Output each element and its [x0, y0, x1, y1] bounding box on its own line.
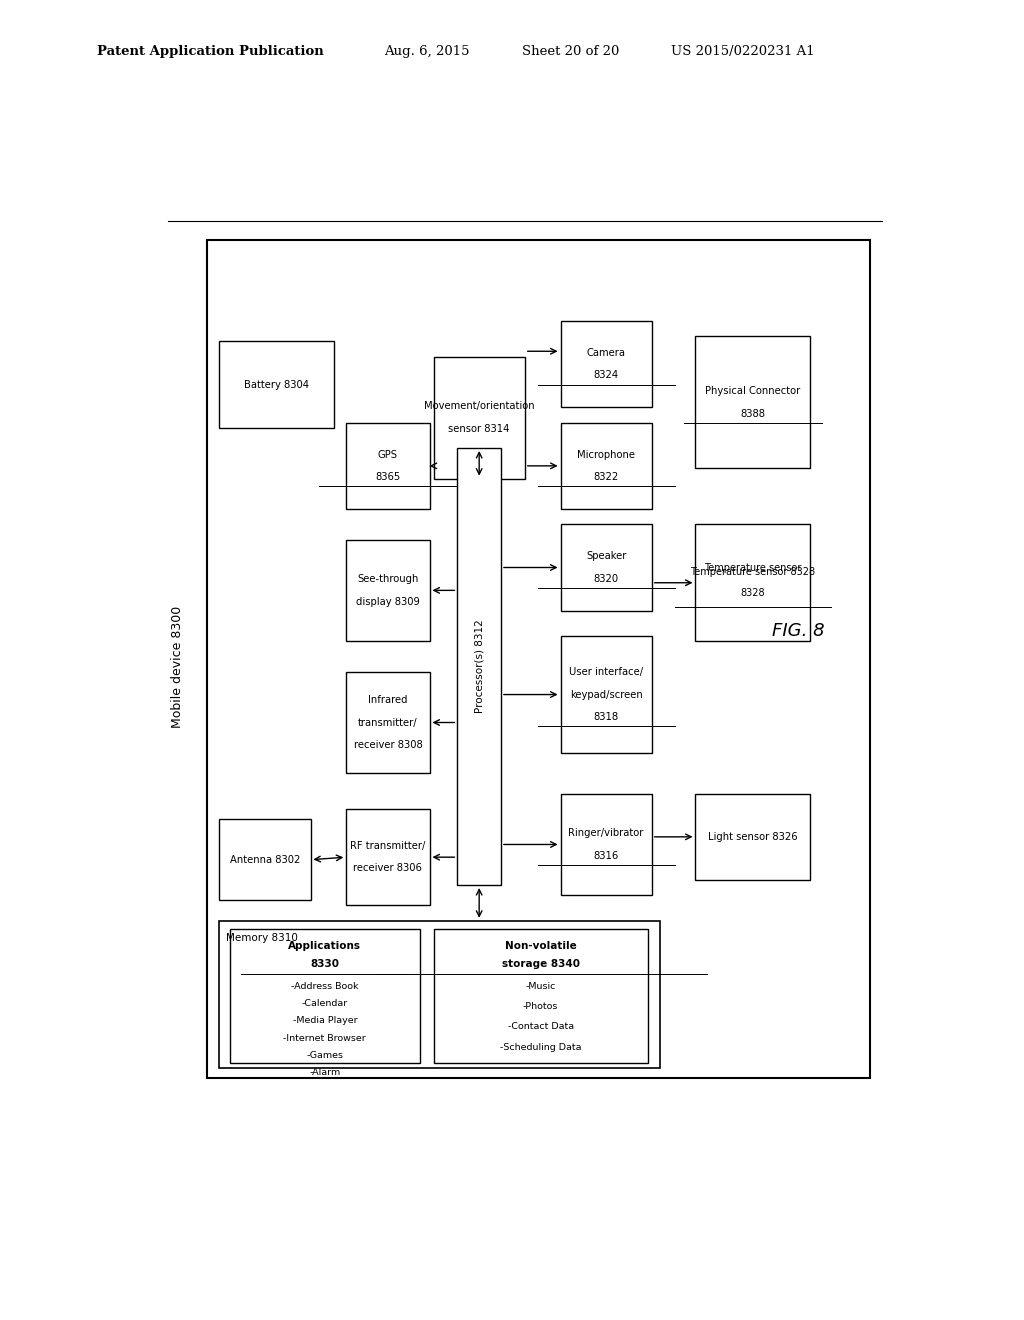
- Text: Memory 8310: Memory 8310: [225, 933, 298, 942]
- Text: US 2015/0220231 A1: US 2015/0220231 A1: [671, 45, 814, 58]
- Text: Ringer/vibrator: Ringer/vibrator: [568, 828, 644, 838]
- Text: keypad/screen: keypad/screen: [569, 689, 642, 700]
- Text: -Calendar: -Calendar: [302, 999, 348, 1008]
- Text: 8330: 8330: [310, 960, 339, 969]
- Bar: [219, 342, 334, 428]
- Text: -Music: -Music: [525, 982, 556, 991]
- Bar: [560, 422, 652, 510]
- Text: receiver 8306: receiver 8306: [353, 863, 422, 874]
- Text: sensor 8314: sensor 8314: [449, 424, 510, 434]
- Bar: [346, 809, 430, 906]
- Text: Mobile device 8300: Mobile device 8300: [171, 606, 183, 727]
- Text: Antenna 8302: Antenna 8302: [229, 855, 300, 865]
- Text: -Photos: -Photos: [523, 1002, 558, 1011]
- Bar: [346, 672, 430, 774]
- Bar: [560, 524, 652, 611]
- Text: Camera: Camera: [587, 348, 626, 358]
- Text: Temperature sensor 8328: Temperature sensor 8328: [690, 566, 815, 577]
- Text: -Alarm: -Alarm: [309, 1068, 340, 1077]
- Text: 8328: 8328: [740, 587, 765, 598]
- Text: 8318: 8318: [594, 711, 618, 722]
- Text: Light sensor 8326: Light sensor 8326: [709, 832, 798, 842]
- Text: 8324: 8324: [594, 371, 618, 380]
- Text: -Internet Browser: -Internet Browser: [284, 1034, 367, 1043]
- Text: display 8309: display 8309: [356, 597, 420, 607]
- Bar: [560, 636, 652, 752]
- Bar: [695, 524, 811, 642]
- Text: Applications: Applications: [289, 941, 361, 950]
- Bar: [560, 793, 652, 895]
- Text: User interface/: User interface/: [569, 667, 643, 677]
- Text: Microphone: Microphone: [578, 450, 635, 459]
- Text: 8388: 8388: [740, 408, 766, 418]
- Text: transmitter/: transmitter/: [358, 718, 418, 727]
- Text: -Scheduling Data: -Scheduling Data: [500, 1043, 582, 1052]
- Bar: [695, 337, 811, 469]
- Text: receiver 8308: receiver 8308: [353, 741, 422, 750]
- Text: 8365: 8365: [375, 473, 400, 482]
- Text: Sheet 20 of 20: Sheet 20 of 20: [522, 45, 620, 58]
- Text: -Media Player: -Media Player: [293, 1016, 357, 1026]
- Text: Speaker: Speaker: [586, 552, 627, 561]
- Text: Processor(s) 8312: Processor(s) 8312: [474, 619, 484, 714]
- Text: Non-volatile: Non-volatile: [505, 941, 577, 950]
- Text: 8322: 8322: [594, 473, 618, 482]
- Bar: [346, 422, 430, 510]
- Text: Movement/orientation: Movement/orientation: [424, 401, 535, 412]
- Text: Temperature sensor: Temperature sensor: [705, 562, 802, 573]
- Bar: [219, 818, 310, 900]
- Bar: [458, 447, 501, 886]
- Text: RF transmitter/: RF transmitter/: [350, 841, 426, 851]
- Text: -Games: -Games: [306, 1051, 343, 1060]
- Text: FIG. 8: FIG. 8: [772, 622, 825, 640]
- Text: storage 8340: storage 8340: [502, 960, 580, 969]
- Text: Infrared: Infrared: [369, 696, 408, 705]
- Text: Physical Connector: Physical Connector: [706, 387, 801, 396]
- Text: Battery 8304: Battery 8304: [245, 380, 309, 389]
- Bar: [207, 240, 870, 1078]
- Text: See-through: See-through: [357, 574, 419, 585]
- Bar: [433, 929, 648, 1063]
- Text: -Address Book: -Address Book: [291, 982, 358, 991]
- Text: 8320: 8320: [594, 574, 618, 583]
- Text: GPS: GPS: [378, 450, 398, 459]
- Bar: [229, 929, 420, 1063]
- Bar: [219, 921, 659, 1068]
- Text: Aug. 6, 2015: Aug. 6, 2015: [384, 45, 469, 58]
- Bar: [346, 540, 430, 642]
- Text: -Contact Data: -Contact Data: [508, 1022, 573, 1031]
- Text: Patent Application Publication: Patent Application Publication: [97, 45, 324, 58]
- Bar: [433, 356, 524, 479]
- Text: 8316: 8316: [594, 850, 618, 861]
- Bar: [695, 793, 811, 880]
- Bar: [560, 321, 652, 408]
